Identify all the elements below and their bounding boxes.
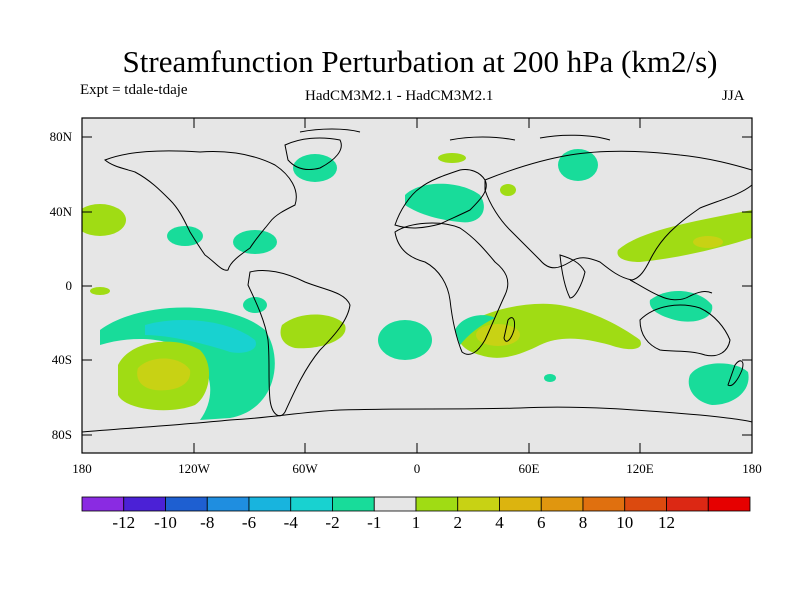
- map-title: Streamfunction Perturbation at 200 hPa (…: [122, 44, 718, 79]
- colorbar-label: -8: [200, 513, 214, 532]
- lat-label-80n: 80N: [50, 129, 73, 144]
- colorbar-swatch: [624, 496, 667, 512]
- contour-negative-siberia: [558, 149, 598, 181]
- lon-label-180w: 180: [72, 461, 92, 476]
- colorbar-swatch: [499, 496, 542, 512]
- lon-label-60e: 60E: [519, 461, 540, 476]
- coastline-south-america: [247, 269, 351, 417]
- colorbar-label: 1: [412, 513, 421, 532]
- experiment-label: Expt = tdale-tdaje: [80, 82, 188, 98]
- contour-negative-brazil: [243, 297, 267, 313]
- colorbar-label: 8: [579, 513, 588, 532]
- contour-positive-northwest-pacific-inner: [693, 236, 723, 248]
- contour-positive-mozambique-inner: [476, 324, 520, 346]
- colorbar-swatch: [290, 496, 333, 512]
- coastline-arctic-islands: [299, 128, 611, 141]
- lon-label-120w: 120W: [178, 461, 211, 476]
- colorbar-swatch: [373, 496, 417, 512]
- colorbar-swatch: [248, 496, 292, 512]
- contour-negative-tasman: [688, 363, 749, 405]
- contour-negative-south-atlantic: [378, 320, 432, 360]
- coastline-north-america: [104, 150, 297, 271]
- colorbar-label: -12: [112, 513, 135, 532]
- lon-label-180e: 180: [742, 461, 762, 476]
- contour-negative-north-pacific: [82, 204, 126, 236]
- colorbar-swatch: [81, 496, 125, 512]
- colorbar-label: -6: [242, 513, 256, 532]
- lon-label-60w: 60W: [292, 461, 318, 476]
- colorbar-swatch: [582, 496, 626, 512]
- contour-negative-small-south: [544, 374, 556, 382]
- coastline-greenland: [284, 137, 342, 171]
- colorbar-label: -1: [367, 513, 381, 532]
- coastline-antarctica: [82, 406, 752, 433]
- contour-positive-central-asia: [500, 184, 516, 196]
- coastline-asia: [484, 150, 752, 281]
- lon-label-0: 0: [414, 461, 421, 476]
- colorbar-swatch: [457, 496, 500, 512]
- latitude-axis: 80N 40N 0 40S 80S: [50, 129, 752, 442]
- contour-positive-south-pacific-inner: [137, 358, 191, 391]
- contour-negative-south-pacific-inner: [145, 320, 256, 353]
- longitude-axis: 180 120W 60W 0 60E 120E 180: [72, 118, 762, 476]
- colorbar-swatch: [540, 496, 584, 512]
- lat-label-40n: 40N: [50, 204, 73, 219]
- colorbar-swatch: [415, 496, 459, 512]
- contour-negative-greenland: [293, 154, 337, 182]
- lat-label-0: 0: [66, 278, 73, 293]
- colorbar-label: -4: [284, 513, 299, 532]
- contour-positive-arctic: [438, 153, 466, 163]
- contour-negative-canada: [167, 226, 203, 246]
- contour-positive-pacific-small: [90, 287, 110, 295]
- contour-negative-south-africa: [455, 315, 495, 345]
- colorbar-label: 10: [616, 513, 633, 532]
- coastline-madagascar: [503, 317, 515, 342]
- contour-fills: [82, 149, 752, 420]
- coastline-india: [559, 254, 586, 299]
- coastline-new-zealand: [727, 360, 744, 387]
- model-label: HadCM3M2.1 - HadCM3M2.1: [305, 88, 494, 104]
- colorbar-swatch: [123, 496, 166, 512]
- colorbar-label: -2: [325, 513, 339, 532]
- colorbar-swatch: [165, 496, 208, 512]
- lat-label-40s: 40S: [52, 352, 72, 367]
- season-label: JJA: [722, 88, 745, 104]
- colorbar-label: 4: [495, 513, 504, 532]
- colorbar: -12 -10 -8 -6 -4 -2 -1 1 2 4 6 8 10 12: [81, 496, 751, 532]
- contour-negative-caribbean: [233, 230, 277, 254]
- coastline-australia: [639, 304, 731, 357]
- colorbar-label: 12: [658, 513, 675, 532]
- lon-label-120e: 120E: [626, 461, 654, 476]
- colorbar-label: 6: [537, 513, 546, 532]
- colorbar-swatch: [707, 496, 751, 512]
- coastline-africa: [394, 222, 509, 355]
- colorbar-swatch: [666, 496, 709, 512]
- coastline-southeast-asia: [629, 279, 713, 301]
- coastlines: [82, 128, 752, 433]
- colorbar-label: -10: [154, 513, 177, 532]
- colorbar-swatch: [206, 496, 250, 512]
- colorbar-label: 2: [454, 513, 463, 532]
- lat-label-80s: 80S: [52, 427, 72, 442]
- colorbar-swatch: [332, 496, 375, 512]
- contour-positive-northwest-pacific: [617, 210, 752, 262]
